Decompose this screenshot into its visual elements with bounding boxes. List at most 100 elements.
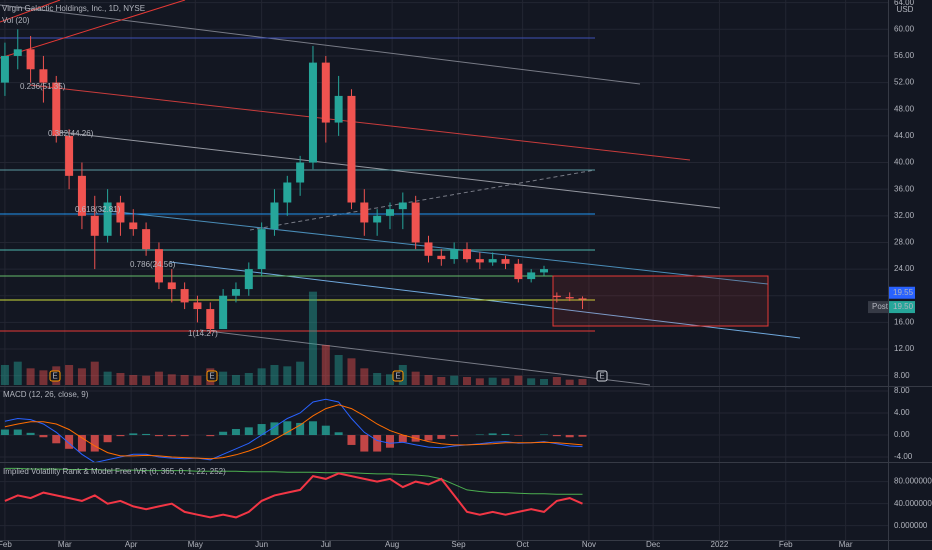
volume-bar xyxy=(360,368,369,385)
price-tick-label: 64.00 xyxy=(894,0,915,7)
volume-bar xyxy=(142,375,151,385)
macd-histogram-bar xyxy=(565,435,574,438)
volume-bar xyxy=(39,370,48,385)
candle-body xyxy=(437,255,446,260)
candle-body xyxy=(257,229,266,270)
macd-histogram-bar xyxy=(116,435,125,437)
candle-body xyxy=(39,69,48,83)
macd-histogram-bar xyxy=(514,435,523,436)
range-box xyxy=(552,275,769,327)
volume-bar xyxy=(437,377,446,385)
x-tick-label: Apr xyxy=(125,540,138,549)
x-tick-label: Mar xyxy=(58,540,72,549)
x-tick-label: Jun xyxy=(255,540,268,549)
macd-histogram-bar xyxy=(39,435,48,438)
macd-histogram-bar xyxy=(65,435,74,449)
post-tag xyxy=(868,301,888,314)
volume-bar xyxy=(565,379,574,385)
macd-histogram-bar xyxy=(373,435,382,452)
volume-bar xyxy=(283,366,292,385)
candle-body xyxy=(411,202,420,243)
macd-histogram-bar xyxy=(450,435,459,437)
volume-bar xyxy=(244,373,253,385)
x-tick-label: Jul xyxy=(321,540,331,549)
trend-line xyxy=(0,4,641,85)
candle-body xyxy=(244,269,253,290)
volume-bar xyxy=(540,379,549,385)
x-tick-label: Mar xyxy=(839,540,853,549)
macd-histogram-bar xyxy=(154,435,163,437)
earnings-label: E xyxy=(209,372,214,381)
earnings-marker xyxy=(206,370,218,382)
macd-histogram-bar xyxy=(231,428,240,436)
macd-histogram-bar xyxy=(0,429,9,436)
volume-bar xyxy=(308,291,317,385)
volume-bar xyxy=(270,365,279,385)
ivr-tick-label: 0.000000 xyxy=(894,521,928,530)
volume-bar xyxy=(129,375,138,385)
volume-bar xyxy=(231,375,240,385)
candle-body xyxy=(296,162,305,183)
candle-body xyxy=(180,289,189,303)
macd-histogram-bar xyxy=(142,433,151,436)
price-tick-label: 40.00 xyxy=(894,158,915,167)
candle-body xyxy=(0,55,9,83)
candle-body xyxy=(77,175,86,216)
macd-histogram-bar xyxy=(52,435,61,444)
x-tick-label: Nov xyxy=(582,540,596,549)
volume-bar xyxy=(373,373,382,385)
x-tick-label: Aug xyxy=(385,540,399,549)
volume-bar xyxy=(527,378,536,385)
volume-bar xyxy=(296,361,305,385)
trend-line xyxy=(249,169,596,231)
ivr-title: Implied Volatility Rank & Model Free IVR… xyxy=(3,467,226,476)
grid xyxy=(0,0,888,540)
earnings-marker xyxy=(392,370,404,382)
macd-histogram-bar xyxy=(334,432,343,436)
macd-histogram-bar xyxy=(103,435,112,443)
macd-histogram-bar xyxy=(398,435,407,443)
candle-body xyxy=(462,249,471,260)
macd-histogram-bar xyxy=(385,435,394,448)
candle-body xyxy=(308,62,317,163)
marks xyxy=(0,29,587,519)
macd-histogram-bar xyxy=(501,433,510,436)
x-tick-label: Dec xyxy=(646,540,660,549)
candle-body xyxy=(334,95,343,123)
candle-body xyxy=(219,295,228,330)
candle-body xyxy=(385,209,394,216)
candle-body xyxy=(347,95,356,203)
macd-histogram-bar xyxy=(270,422,279,436)
macd-tick-label: -4.00 xyxy=(894,452,913,461)
candle-body xyxy=(270,202,279,230)
fib-label: 0.236(51.35) xyxy=(20,82,66,91)
x-tick-label: Feb xyxy=(779,540,793,549)
candle-body xyxy=(206,309,215,330)
macd-title: MACD (12, 26, close, 9) xyxy=(3,390,89,399)
price-tick-label: 44.00 xyxy=(894,131,915,140)
candle-body xyxy=(578,298,587,300)
trend-line xyxy=(199,329,651,386)
volume-bar xyxy=(488,377,497,385)
price-tick-label: 8.00 xyxy=(894,371,910,380)
price-tick-label: 36.00 xyxy=(894,184,915,193)
macd-histogram-bar xyxy=(296,422,305,436)
price-tick-label: 24.00 xyxy=(894,264,915,273)
volume-bar xyxy=(334,355,343,385)
volume-bar xyxy=(0,365,9,385)
volume-bar xyxy=(552,377,561,385)
macd-histogram-bar xyxy=(540,434,549,436)
candle-body xyxy=(540,269,549,273)
volume-bar xyxy=(116,373,125,385)
last-price: 19.55 xyxy=(893,288,914,297)
volume-label: Vol (20) xyxy=(2,16,30,25)
price-tick-label: 28.00 xyxy=(894,238,915,247)
candle-body xyxy=(154,249,163,283)
candle-body xyxy=(527,272,536,280)
fib-label: 0.618(32.81) xyxy=(75,205,121,214)
volume-bar xyxy=(411,371,420,385)
candle-body xyxy=(231,289,240,296)
volume-bar xyxy=(13,361,22,385)
